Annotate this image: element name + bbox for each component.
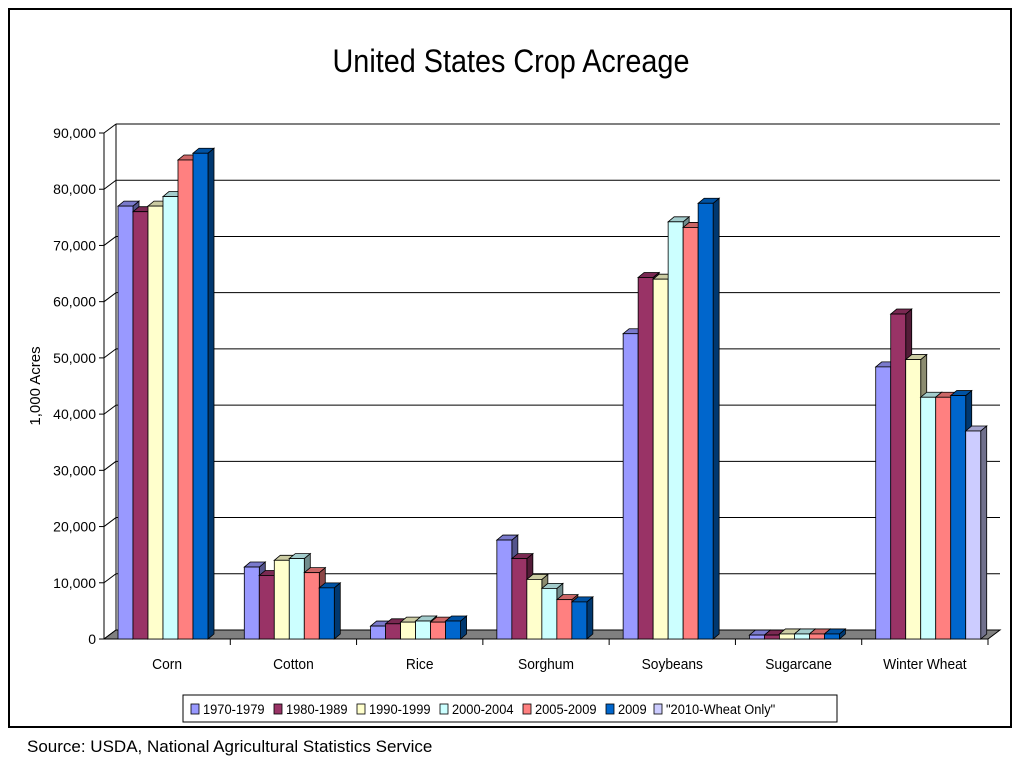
bar xyxy=(370,625,386,640)
bar-side xyxy=(207,147,215,640)
x-tick-label: Sorghum xyxy=(518,657,574,674)
bar xyxy=(824,633,840,640)
y-tick-label: 60,000 xyxy=(53,294,96,310)
bar xyxy=(637,277,654,640)
legend-label: 1970-1979 xyxy=(203,702,265,718)
y-tick-label: 70,000 xyxy=(53,237,96,253)
bar xyxy=(526,579,543,640)
source-note: Source: USDA, National Agricultural Stat… xyxy=(27,737,433,756)
gridline-depth xyxy=(103,460,117,471)
legend-label: 1990-1999 xyxy=(369,702,431,718)
bar xyxy=(667,221,684,640)
chart-svg: United States Crop Acreage 0 10,000 20,000 3… xyxy=(27,44,1002,723)
bar xyxy=(920,396,937,640)
bar xyxy=(890,313,907,640)
legend-swatch xyxy=(356,703,366,715)
bar xyxy=(496,539,513,640)
legend-swatch xyxy=(605,703,615,715)
bar xyxy=(935,396,952,640)
bar xyxy=(318,587,335,640)
gridline-depth xyxy=(103,292,117,303)
bar xyxy=(303,572,320,640)
y-tick-label: 30,000 xyxy=(53,462,96,478)
legend-swatch xyxy=(653,703,663,715)
bar xyxy=(415,620,431,640)
bar xyxy=(192,152,209,640)
gridline-depth xyxy=(103,404,117,415)
bar xyxy=(273,559,290,640)
bar-side xyxy=(980,425,988,640)
bar xyxy=(682,227,699,640)
gridline-depth xyxy=(103,348,117,359)
bar xyxy=(541,588,558,640)
bar xyxy=(779,633,795,640)
bar xyxy=(288,558,305,640)
bar xyxy=(385,623,401,640)
bar xyxy=(162,196,179,640)
legend-label: 1980-1989 xyxy=(286,702,348,718)
y-tick-label: 80,000 xyxy=(53,181,96,197)
bar xyxy=(764,634,780,640)
bar xyxy=(697,202,714,640)
x-tick-label: Cotton xyxy=(273,657,314,674)
bar xyxy=(556,599,573,640)
legend-swatch xyxy=(273,703,283,715)
legend-label: 2009 xyxy=(618,702,647,718)
bar-side xyxy=(586,596,594,640)
bar xyxy=(243,566,260,640)
chart-frame: United States Crop Acreage 0 10,000 20,000 3… xyxy=(8,8,1012,728)
gridline-depth xyxy=(103,123,117,134)
bar xyxy=(117,205,134,640)
bar xyxy=(177,159,194,640)
bar xyxy=(749,634,765,640)
bar xyxy=(905,359,922,640)
legend-swatch xyxy=(439,703,449,715)
x-tick-label: Rice xyxy=(406,657,434,674)
bar xyxy=(430,621,446,640)
legend-label: "2010-Wheat Only" xyxy=(666,702,775,718)
gridline-depth xyxy=(103,517,117,527)
y-tick-label: 90,000 xyxy=(53,125,96,141)
y-tick-label: 20,000 xyxy=(53,519,96,535)
y-tick-label: 40,000 xyxy=(53,406,96,422)
legend-swatch xyxy=(190,703,200,715)
bar xyxy=(965,430,982,640)
bar xyxy=(950,395,967,640)
bar-side xyxy=(333,581,341,640)
x-tick-label: Sugarcane xyxy=(765,657,832,674)
legend-label: 2005-2009 xyxy=(535,702,597,718)
legend-label: 2000-2004 xyxy=(452,702,514,718)
gridline-depth xyxy=(103,573,117,584)
bar xyxy=(511,558,528,640)
bar xyxy=(258,575,275,640)
bar xyxy=(652,278,669,640)
legend-swatch xyxy=(522,703,532,715)
bar xyxy=(809,633,825,640)
bar xyxy=(400,621,416,640)
bar xyxy=(132,211,149,640)
y-tick-label: 50,000 xyxy=(53,350,96,366)
x-tick-label: Corn xyxy=(152,657,182,674)
bar xyxy=(875,366,892,640)
x-tick-label: Winter Wheat xyxy=(883,657,967,674)
bar xyxy=(445,620,461,640)
bar xyxy=(147,205,164,640)
legend-box xyxy=(182,694,838,723)
x-tick-label: Soybeans xyxy=(642,657,703,674)
bar xyxy=(794,633,810,640)
chart-title: United States Crop Acreage xyxy=(333,44,690,80)
bar xyxy=(622,333,639,640)
y-tick-label: 0 xyxy=(88,631,96,647)
y-axis-title: 1,000 Acres xyxy=(27,346,44,425)
gridline-depth xyxy=(103,236,117,246)
y-tick-label: 10,000 xyxy=(53,575,96,591)
gridline-depth xyxy=(103,179,117,190)
bar xyxy=(571,601,588,640)
bar-side xyxy=(712,197,720,640)
